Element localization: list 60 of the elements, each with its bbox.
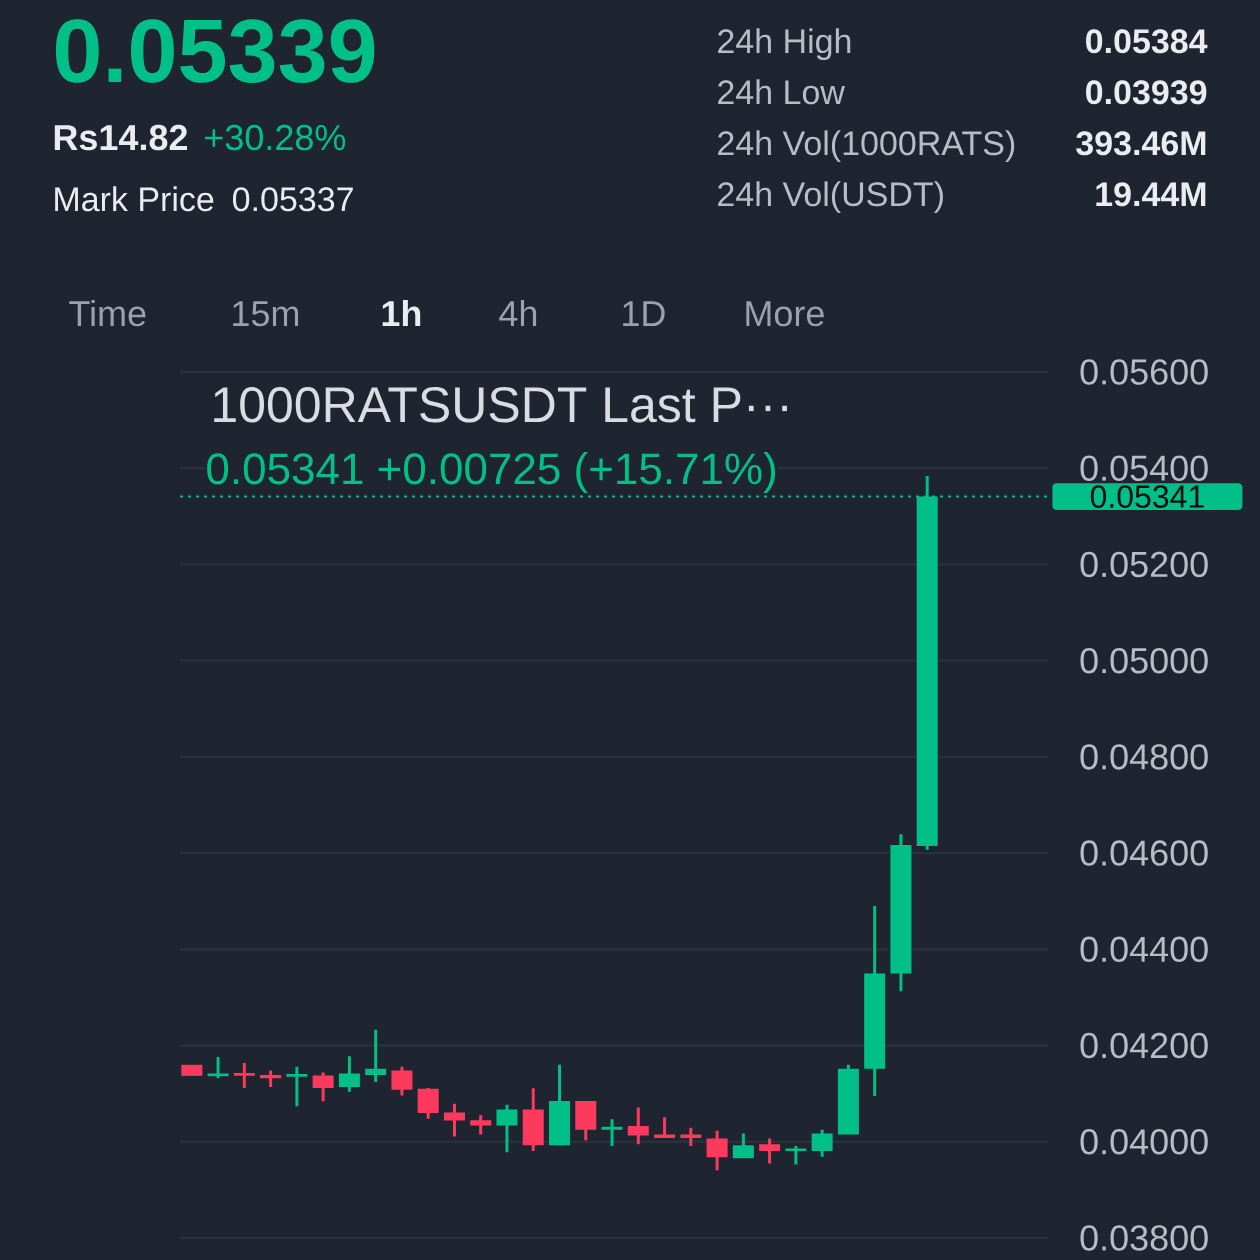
candlestick: [312, 1072, 334, 1102]
text: 4h: [499, 299, 537, 326]
candlestick: [601, 1119, 623, 1147]
candlestick: [338, 1056, 360, 1092]
candlestick: [654, 1117, 676, 1138]
candlestick: [207, 1057, 229, 1079]
candlestick: [391, 1066, 413, 1096]
text: 0.05337: [232, 187, 353, 212]
candlestick: [417, 1087, 439, 1119]
text: Mark Price: [55, 186, 214, 212]
candlestick: [680, 1127, 702, 1147]
candlestick: [470, 1115, 492, 1135]
candlestick: [837, 1064, 859, 1135]
candlestick: [549, 1064, 571, 1146]
text: Rs14.82: [54, 124, 188, 151]
candlestick: [627, 1107, 649, 1145]
candlestick: [443, 1103, 465, 1137]
y-tick-label: 0.03800: [1080, 1225, 1208, 1251]
y-tick-label: 0.04600: [1080, 840, 1208, 866]
chart-title: 1000RATSUSDT Last P···: [214, 387, 787, 423]
y-tick-label: 0.04000: [1080, 1129, 1208, 1155]
text: 1h: [382, 299, 421, 326]
candlestick: [732, 1133, 754, 1159]
candlestick: [811, 1129, 833, 1157]
candlestick: [706, 1130, 728, 1171]
text: 24h Vol(1000RATS): [718, 130, 1015, 163]
y-tick-label: 0.05400: [1080, 455, 1208, 481]
candlestick: [260, 1070, 282, 1087]
y-tick-label: 0.05000: [1080, 647, 1208, 674]
y-tick-label: 0.04800: [1080, 744, 1208, 770]
text: More: [746, 301, 824, 327]
candlestick: [496, 1104, 518, 1153]
text: 0.05339: [55, 19, 375, 83]
text: Time: [69, 299, 146, 327]
y-tick-label: 0.05200: [1080, 551, 1208, 578]
candlestick: [522, 1088, 544, 1151]
candlestick: [785, 1146, 807, 1165]
text: 24h Low: [718, 79, 845, 105]
y-tick-label: 0.04400: [1080, 936, 1208, 963]
candlestick: [759, 1138, 781, 1164]
text: 0.03939: [1086, 80, 1207, 105]
text: 0.05384: [1086, 29, 1208, 54]
candlestick: [365, 1029, 387, 1083]
candlestick: [575, 1100, 597, 1141]
text: 24h High: [718, 28, 851, 61]
text: 24h Vol(USDT): [718, 181, 943, 214]
candlestick: [233, 1062, 255, 1088]
candlestick: [890, 834, 912, 992]
text: 15m: [233, 301, 299, 327]
candlestick: [181, 1064, 203, 1076]
candlestick: [286, 1066, 308, 1107]
ref-line-label: 0.05341: [1090, 485, 1204, 508]
text: 393.46M: [1076, 131, 1206, 156]
text: +30.28%: [205, 124, 346, 151]
text: 1D: [623, 301, 665, 326]
text: 0.05341 +0.00725 (+15.71%): [207, 452, 776, 494]
text: 19.44M: [1096, 182, 1206, 207]
y-tick-label: 0.05600: [1080, 359, 1208, 385]
candlestick: [864, 906, 886, 1097]
y-tick-label: 0.04200: [1080, 1032, 1208, 1059]
